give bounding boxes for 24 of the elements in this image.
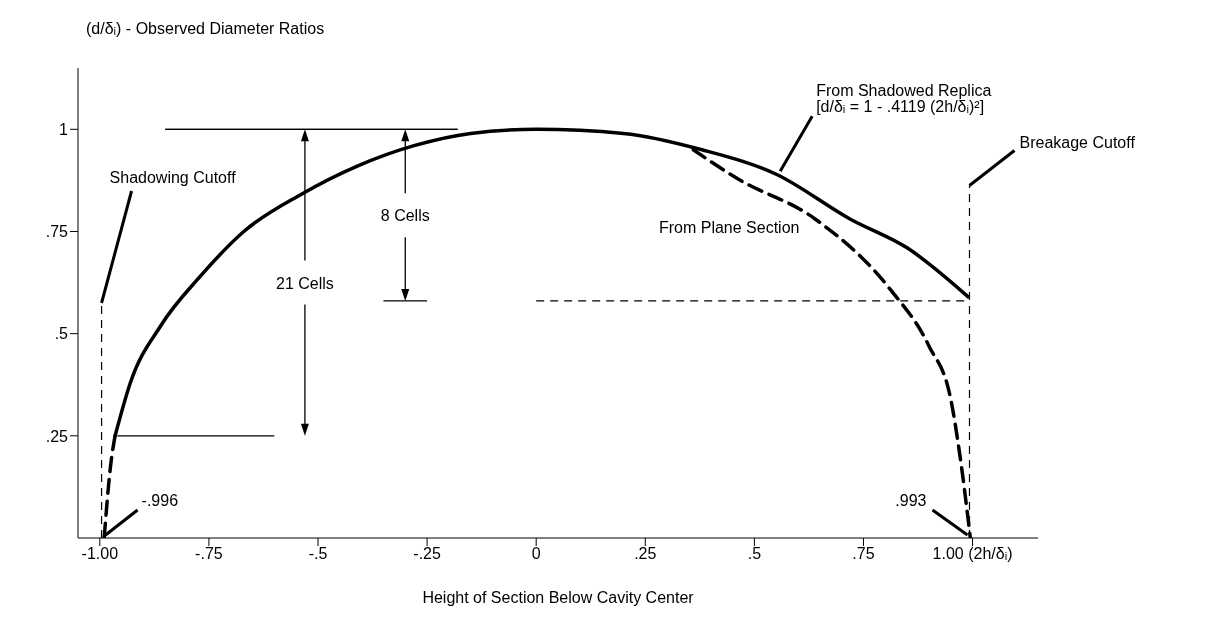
x-tick-label: -.25 <box>413 545 441 563</box>
x-tick-label: -1.00 <box>81 545 119 563</box>
x-tick-label: 0 <box>531 545 541 563</box>
x-tick-label: -.75 <box>195 545 223 563</box>
y-tick-label: .75 <box>45 223 69 241</box>
x-tick-label: -.5 <box>308 545 328 563</box>
x-tick-label: 1.00 (2h/δᵢ) <box>932 545 1013 563</box>
text: From Shadowed Replica <box>816 82 992 100</box>
y-axis-title: (d/δᵢ) - Observed Diameter Ratios <box>86 20 325 38</box>
y-tick-label: 1 <box>59 120 69 138</box>
annotation: 21 Cells <box>276 274 334 292</box>
annotation: [d/δᵢ = 1 - .4119 (2h/δᵢ)²] <box>816 98 985 116</box>
y-tick-label: .5 <box>54 325 69 343</box>
y-tick-label: .25 <box>45 427 69 445</box>
x-tick-label: .25 <box>634 545 657 563</box>
annotation: 8 Cells <box>380 207 430 225</box>
x-axis-title: Height of Section Below Cavity Center <box>422 589 695 607</box>
x-tick-label: .5 <box>747 545 762 563</box>
series-label: From Plane Section <box>658 219 800 237</box>
ref-line-label: Shadowing Cutoff <box>109 169 237 186</box>
ref-line-label: Breakage Cutoff <box>1019 133 1136 151</box>
annotation: -.996 <box>141 492 179 509</box>
x-tick-label: .75 <box>852 545 875 563</box>
annotation: .993 <box>895 492 927 509</box>
